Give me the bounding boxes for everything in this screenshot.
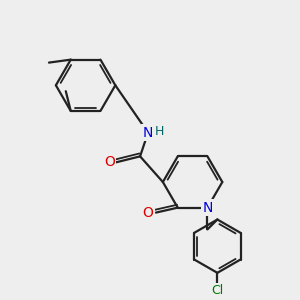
Text: Cl: Cl — [211, 284, 224, 297]
Text: O: O — [104, 155, 115, 169]
Text: N: N — [143, 126, 153, 140]
Text: N: N — [202, 201, 213, 215]
Text: O: O — [142, 206, 154, 220]
Text: H: H — [155, 125, 165, 138]
